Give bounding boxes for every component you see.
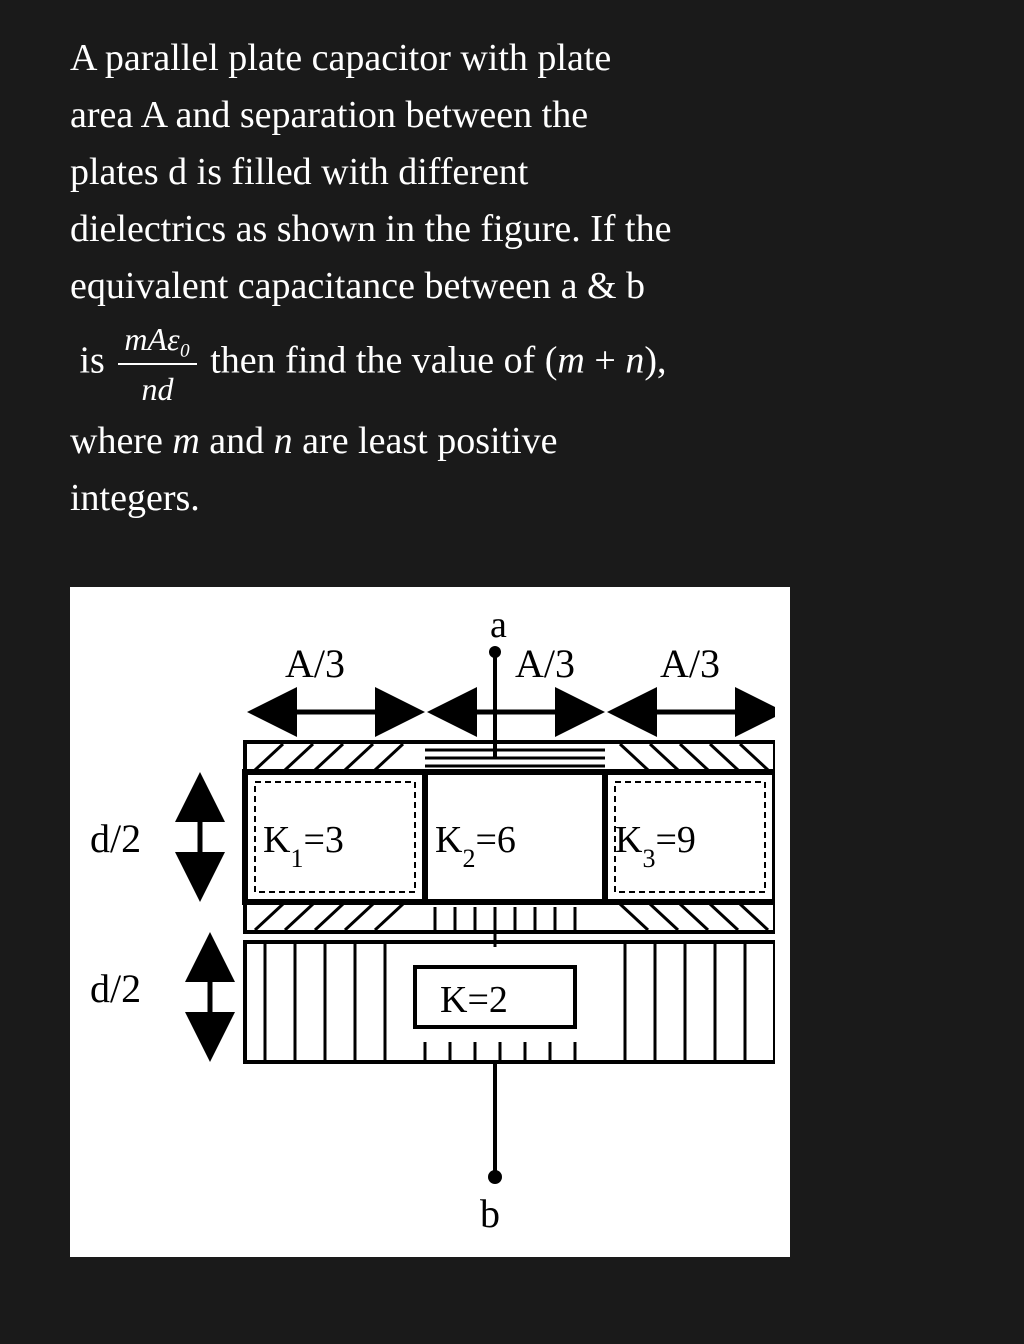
- label-a: a: [490, 604, 507, 646]
- q-b: b: [626, 265, 645, 307]
- d-half-label-2: d/2: [90, 966, 141, 1011]
- k3-label: K3=9: [615, 819, 696, 873]
- label-b: b: [480, 1191, 500, 1236]
- fraction-num: mAε₀: [118, 315, 196, 365]
- q-line8: integers.: [70, 477, 200, 519]
- q-line7p1: where: [70, 420, 172, 462]
- q-amp: &: [577, 265, 626, 307]
- q-n: n: [274, 420, 293, 462]
- q-m: m: [172, 420, 199, 462]
- q-is: is: [80, 340, 115, 382]
- area-label-2: A/3: [515, 641, 575, 686]
- k4-label: K=2: [440, 979, 508, 1021]
- fraction-den: nd: [118, 365, 196, 413]
- area-label-1: A/3: [285, 641, 345, 686]
- q-line7p2: are least positive: [293, 420, 558, 462]
- q-line1: A parallel plate capacitor with plate: [70, 37, 611, 79]
- fraction: mAε₀nd: [118, 315, 196, 413]
- diagram-container: a A/3 A/3 A/3: [70, 587, 790, 1257]
- d-half-label-1: d/2: [90, 816, 141, 861]
- q-and: and: [200, 420, 274, 462]
- q-a: a: [561, 265, 578, 307]
- q-line6p2: then find the value of: [201, 340, 545, 382]
- q-line2p1: area: [70, 94, 141, 136]
- q-line2p2: and separation between the: [166, 94, 588, 136]
- q-d: d: [168, 151, 187, 193]
- q-line3p1: plates: [70, 151, 168, 193]
- q-expr: (m + n): [545, 340, 657, 382]
- q-comma: ,: [657, 340, 667, 382]
- area-label-3: A/3: [660, 641, 720, 686]
- k1-label: K1=3: [263, 819, 344, 873]
- question-text: A parallel plate capacitor with plate ar…: [0, 0, 1024, 557]
- q-line3p2: is filled with different: [187, 151, 528, 193]
- q-A: A: [141, 94, 166, 136]
- q-line4: dielectrics as shown in the figure. If t…: [70, 208, 671, 250]
- q-line5p1: equivalent capacitance between: [70, 265, 561, 307]
- capacitor-diagram: a A/3 A/3 A/3: [85, 602, 775, 1242]
- k2-label: K2=6: [435, 819, 516, 873]
